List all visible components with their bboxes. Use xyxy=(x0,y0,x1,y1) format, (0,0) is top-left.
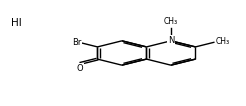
Text: Br: Br xyxy=(72,38,81,47)
Text: N: N xyxy=(168,36,174,45)
Text: CH₃: CH₃ xyxy=(216,37,230,46)
Text: HI: HI xyxy=(11,18,22,28)
Text: O: O xyxy=(76,64,83,73)
Text: CH₃: CH₃ xyxy=(164,17,178,26)
